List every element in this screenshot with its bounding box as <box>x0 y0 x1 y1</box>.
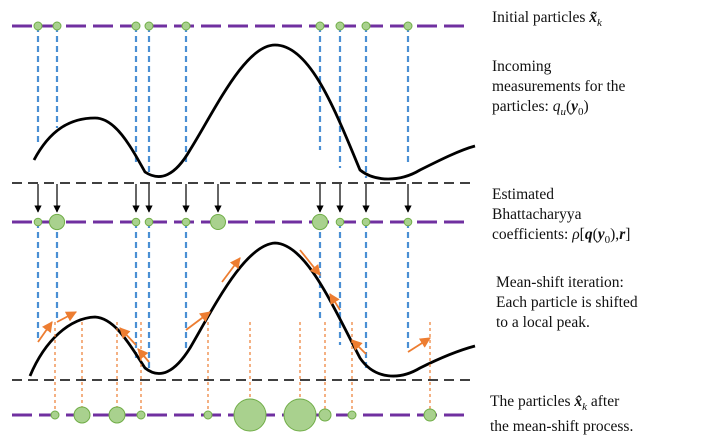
final-particle <box>203 410 213 420</box>
likelihood-curve-bottom <box>28 241 476 378</box>
initial-particle <box>52 21 62 31</box>
estimated-rho: ρ <box>572 226 580 243</box>
weighted-particle <box>33 217 43 227</box>
peak-projection-lines <box>54 322 431 410</box>
weighted-particle <box>403 217 413 227</box>
final-line-1-prefix: The particles <box>490 393 575 410</box>
meanshift-line-2: Each particle is shifted <box>496 294 638 311</box>
incoming-y: y <box>571 98 578 115</box>
final-particle <box>423 408 437 422</box>
estimated-y: y <box>597 226 605 243</box>
shift-arrow <box>329 293 341 311</box>
shift-arrow <box>137 348 150 363</box>
final-particle <box>108 406 126 424</box>
shift-arrow <box>119 327 137 346</box>
initial-particle <box>144 21 154 31</box>
shift-arrow <box>185 311 211 331</box>
final-particle <box>347 410 357 420</box>
label-bhattacharyya: Estimated Bhattacharyya coefficients: ρ[… <box>492 185 630 250</box>
estimated-r: r <box>619 226 626 243</box>
weighted-particle <box>131 217 141 227</box>
initial-particles-text: Initial particles <box>492 9 590 26</box>
estimated-q: q <box>584 226 593 243</box>
weighted-particle <box>311 213 329 231</box>
estimated-line-3: coefficients: ρ[q(y0),r] <box>492 226 631 247</box>
initial-particle <box>361 21 371 31</box>
incoming-zero: 0 <box>578 106 584 119</box>
shift-arrow <box>37 321 53 343</box>
measurement-lines-top <box>36 26 410 178</box>
initial-particle <box>33 21 43 31</box>
initial-particle <box>403 21 413 31</box>
shift-arrow <box>407 337 431 353</box>
incoming-line-3-text: particles: <box>492 98 553 115</box>
final-particle <box>318 408 332 422</box>
initial-particle <box>131 21 141 31</box>
incoming-q: q <box>552 98 561 115</box>
meanshift-line-1: Mean-shift iteration: <box>496 274 624 291</box>
weighted-particle <box>210 214 226 230</box>
final-particle <box>283 398 317 432</box>
estimated-zero: 0 <box>604 234 611 247</box>
final-subscript: k <box>582 401 587 414</box>
weighted-particle <box>361 217 371 227</box>
initial-particle <box>181 21 191 31</box>
final-line-1: The particles x̂k after <box>490 392 633 417</box>
initial-particle <box>315 21 325 31</box>
incoming-u: u <box>560 106 566 119</box>
shift-arrow <box>56 311 77 323</box>
shift-arrow <box>299 249 321 276</box>
final-particle <box>136 410 146 420</box>
final-symbol: x̂ <box>574 393 583 410</box>
shift-arrow <box>351 339 367 355</box>
mean-shift-arrows <box>37 249 431 363</box>
shift-arrow <box>221 257 241 283</box>
weighted-particle <box>144 217 154 227</box>
incoming-line-1: Incoming <box>492 58 552 75</box>
initial-particle <box>335 21 345 31</box>
initial-particles-subscript: k <box>597 17 602 30</box>
final-line-1-suffix: after <box>587 393 620 410</box>
measurement-lines-mid <box>36 222 410 372</box>
weighted-particle <box>181 217 191 227</box>
label-initial-particles: Initial particles x̃k <box>492 8 602 33</box>
final-particle <box>233 398 267 432</box>
incoming-line-2: measurements for the <box>492 78 626 95</box>
label-final-particles: The particles x̂k after the mean-shift p… <box>490 392 633 437</box>
final-particle <box>50 410 60 420</box>
estimated-line-1: Estimated <box>492 186 554 203</box>
weighted-particle <box>48 213 66 231</box>
meanshift-line-3: to a local peak. <box>496 314 590 331</box>
estimated-line-3-text: coefficients: <box>492 226 573 243</box>
label-mean-shift: Mean-shift iteration: Each particle is s… <box>496 273 638 333</box>
weighted-particles <box>33 213 413 231</box>
initial-particles <box>33 21 413 31</box>
final-particle <box>73 406 91 424</box>
label-incoming-measurements: Incoming measurements for the particles:… <box>492 57 625 122</box>
weighted-particle <box>335 217 345 227</box>
likelihood-curve-top <box>32 43 476 181</box>
initial-particles-symbol: x̃ <box>589 9 598 26</box>
final-line-2: the mean-shift process. <box>490 418 634 436</box>
incoming-line-3: particles: qu(y0) <box>492 98 589 119</box>
final-particles <box>50 398 437 432</box>
measurement-arrows <box>34 184 412 213</box>
estimated-line-2: Bhattacharyya <box>492 206 582 223</box>
